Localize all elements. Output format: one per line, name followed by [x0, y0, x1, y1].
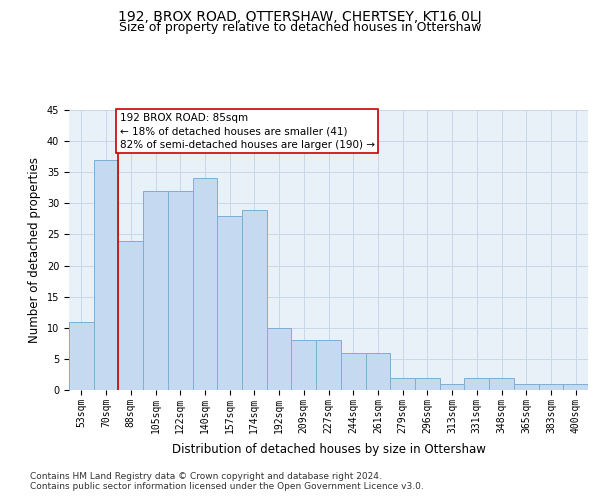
Bar	[563, 384, 588, 390]
Text: 192, BROX ROAD, OTTERSHAW, CHERTSEY, KT16 0LJ: 192, BROX ROAD, OTTERSHAW, CHERTSEY, KT1…	[118, 10, 482, 24]
Bar	[415, 378, 440, 390]
Text: Distribution of detached houses by size in Ottershaw: Distribution of detached houses by size …	[172, 442, 486, 456]
Bar	[168, 191, 193, 390]
Bar	[514, 384, 539, 390]
Bar	[217, 216, 242, 390]
Bar	[341, 352, 365, 390]
Text: 192 BROX ROAD: 85sqm
← 18% of detached houses are smaller (41)
82% of semi-detac: 192 BROX ROAD: 85sqm ← 18% of detached h…	[119, 113, 374, 150]
Bar	[539, 384, 563, 390]
Bar	[390, 378, 415, 390]
Bar	[267, 328, 292, 390]
Bar	[464, 378, 489, 390]
Bar	[316, 340, 341, 390]
Bar	[143, 191, 168, 390]
Text: Contains public sector information licensed under the Open Government Licence v3: Contains public sector information licen…	[30, 482, 424, 491]
Bar	[365, 352, 390, 390]
Text: Contains HM Land Registry data © Crown copyright and database right 2024.: Contains HM Land Registry data © Crown c…	[30, 472, 382, 481]
Bar	[118, 240, 143, 390]
Y-axis label: Number of detached properties: Number of detached properties	[28, 157, 41, 343]
Bar	[440, 384, 464, 390]
Bar	[193, 178, 217, 390]
Bar	[69, 322, 94, 390]
Bar	[292, 340, 316, 390]
Bar	[94, 160, 118, 390]
Text: Size of property relative to detached houses in Ottershaw: Size of property relative to detached ho…	[119, 21, 481, 34]
Bar	[489, 378, 514, 390]
Bar	[242, 210, 267, 390]
